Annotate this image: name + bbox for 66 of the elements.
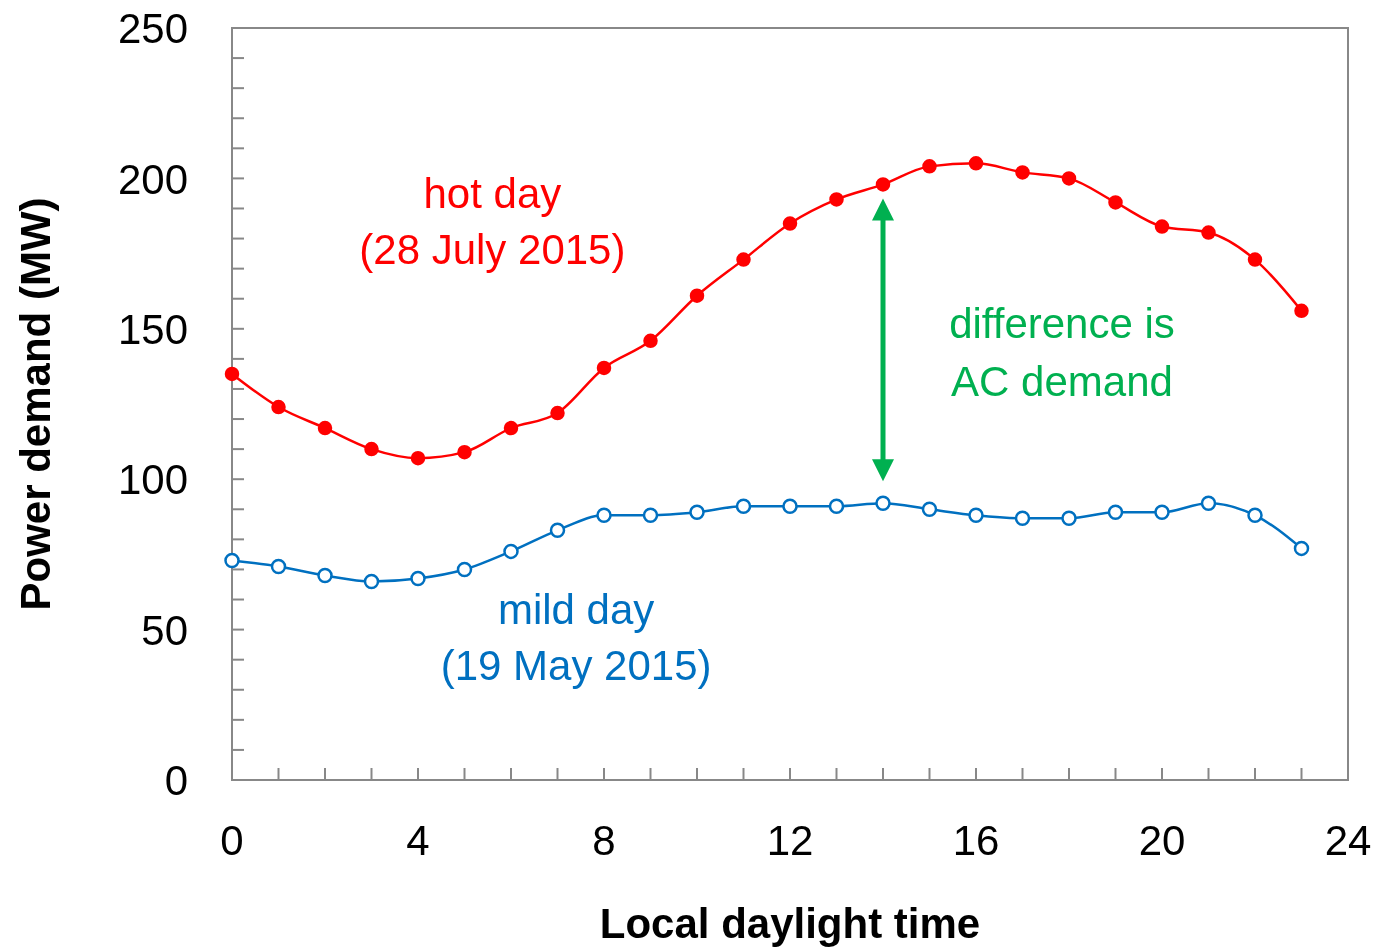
point bbox=[456, 561, 473, 578]
point bbox=[642, 507, 659, 524]
point bbox=[643, 333, 658, 349]
y-tick-label: 150 bbox=[117, 305, 188, 353]
point bbox=[1293, 540, 1310, 557]
y-tick-label: 100 bbox=[117, 456, 188, 504]
point bbox=[503, 543, 519, 560]
point bbox=[271, 399, 286, 415]
point bbox=[689, 504, 705, 521]
point bbox=[1107, 504, 1124, 521]
point bbox=[782, 216, 798, 231]
point bbox=[457, 444, 472, 460]
series-label: hot day (28 July 2015) bbox=[359, 170, 626, 274]
point bbox=[736, 252, 751, 267]
point bbox=[363, 573, 380, 590]
point bbox=[1014, 510, 1031, 527]
point bbox=[1015, 165, 1030, 180]
point bbox=[922, 159, 937, 174]
point bbox=[875, 177, 891, 192]
point bbox=[410, 450, 426, 466]
point bbox=[317, 567, 333, 584]
x-tick-label: 4 bbox=[406, 817, 430, 864]
point bbox=[828, 498, 845, 515]
point bbox=[1061, 171, 1077, 186]
point bbox=[270, 558, 287, 575]
point bbox=[224, 366, 240, 382]
x-tick-label: 16 bbox=[952, 817, 1000, 864]
point bbox=[1294, 303, 1309, 318]
point bbox=[317, 420, 333, 436]
point bbox=[364, 441, 379, 457]
point bbox=[1108, 195, 1123, 210]
x-tick-label: 8 bbox=[592, 817, 616, 864]
y-tick-label: 0 bbox=[164, 757, 188, 805]
point bbox=[1154, 504, 1170, 521]
point bbox=[549, 522, 566, 539]
y-tick-label: 50 bbox=[141, 606, 188, 654]
x-axis-title: Local daylight time bbox=[599, 900, 981, 947]
point bbox=[1061, 510, 1077, 527]
point bbox=[1200, 495, 1217, 512]
point bbox=[735, 498, 752, 515]
x-tick-label: 12 bbox=[766, 817, 814, 864]
x-tick-label: 20 bbox=[1138, 817, 1186, 864]
point bbox=[921, 501, 938, 518]
point bbox=[1247, 507, 1263, 524]
point bbox=[224, 552, 240, 569]
point bbox=[596, 507, 612, 524]
y-axis-title: Power demand (MW) bbox=[12, 197, 59, 611]
point bbox=[968, 156, 984, 171]
point bbox=[410, 570, 426, 587]
series-label: mild day (19 May 2015) bbox=[440, 585, 712, 689]
x-tick-label: 0 bbox=[220, 817, 244, 864]
point bbox=[689, 288, 705, 303]
y-tick-label: 250 bbox=[117, 5, 188, 53]
point bbox=[596, 360, 612, 376]
point bbox=[1247, 252, 1263, 267]
point bbox=[503, 420, 519, 436]
annotation: difference is AC demand bbox=[949, 300, 1175, 405]
point bbox=[875, 495, 891, 512]
point bbox=[1201, 225, 1216, 240]
y-tick-label: 200 bbox=[117, 155, 188, 203]
point bbox=[782, 498, 798, 515]
x-tick-label: 24 bbox=[1324, 817, 1372, 864]
point bbox=[1154, 219, 1170, 234]
point bbox=[550, 405, 565, 421]
point bbox=[968, 507, 984, 524]
point bbox=[829, 192, 844, 207]
